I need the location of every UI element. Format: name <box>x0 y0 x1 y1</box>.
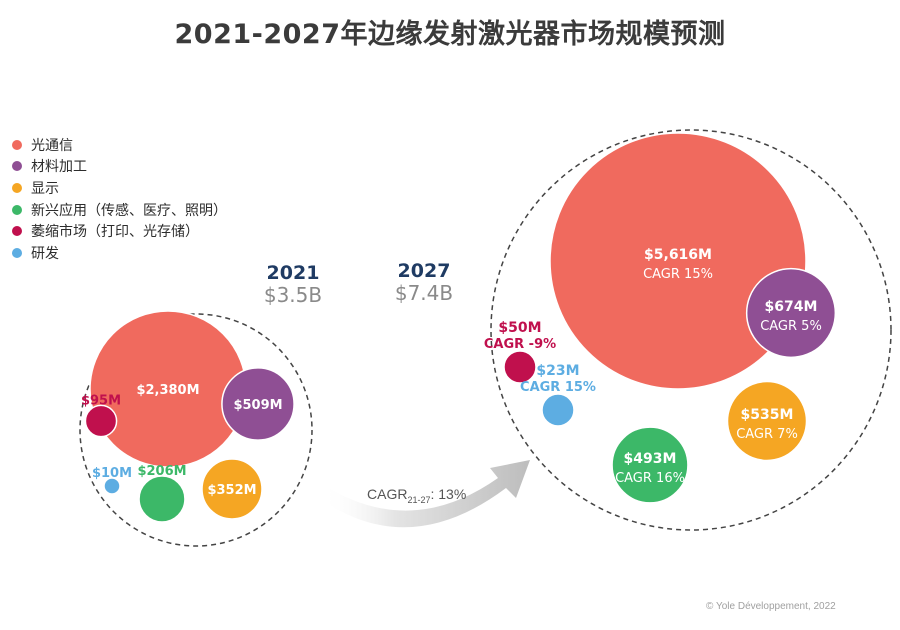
bubble-2021-4 <box>84 404 118 438</box>
bubble-value-label: $95M <box>81 393 121 408</box>
legend-item: 显示 <box>12 177 227 199</box>
legend-item: 光通信 <box>12 134 227 156</box>
group-outline-2027 <box>490 129 892 531</box>
bubble-value-label: $10M <box>92 466 132 481</box>
bubble-value-label: $5,616M <box>644 247 712 263</box>
legend-item: 新兴应用（传感、医疗、照明） <box>12 199 227 221</box>
year-2027-total: $7.4B <box>394 281 454 305</box>
chart-title: 2021-2027年边缘发射激光器市场规模预测 <box>174 19 726 50</box>
year-2021-total: $3.5B <box>263 283 323 307</box>
bubble-2027-1 <box>745 267 837 359</box>
bubble-cagr-label: CAGR -9% <box>484 337 556 352</box>
legend-item: 萎缩市场（打印、光存储） <box>12 220 227 242</box>
legend-swatch <box>12 139 22 150</box>
legend-swatch <box>12 247 22 258</box>
bubble-value-label: $2,380M <box>136 383 199 398</box>
bubble-2027-5 <box>541 393 575 427</box>
bubble-cagr-label: CAGR 15% <box>643 267 713 282</box>
legend-swatch <box>12 182 22 193</box>
legend-label: 材料加工 <box>31 159 87 176</box>
year-2021-label: 2021 <box>266 262 320 284</box>
bubble-value-label: $509M <box>233 398 282 413</box>
bubble-2027-2 <box>726 380 808 462</box>
bubble-value-label: $352M <box>207 483 256 498</box>
legend-label: 新兴应用（传感、医疗、照明） <box>31 202 227 219</box>
legend-swatch <box>12 161 22 172</box>
legend-swatch <box>12 204 22 215</box>
legend: 光通信材料加工显示新兴应用（传感、医疗、照明） 萎缩市场（打印、光存储） 研发 <box>12 134 227 264</box>
bubble-value-label: $23M <box>536 363 579 379</box>
legend-label: 显示 <box>31 180 59 197</box>
bubble-value-label: $674M <box>765 299 818 315</box>
year-2027-block: 2027 $7.4B <box>364 260 484 305</box>
bubble-2021-2 <box>201 458 263 520</box>
legend-item: 研发 <box>12 242 227 264</box>
bubble-2027-0 <box>549 132 807 390</box>
legend-swatch <box>12 226 22 237</box>
bubble-2021-3 <box>138 475 186 523</box>
bubble-cagr-label: CAGR 16% <box>615 471 685 486</box>
bubble-2021-5 <box>103 477 121 495</box>
legend-label: 萎缩市场（打印、光存储） <box>31 224 199 241</box>
bubble-cagr-label: CAGR 15% <box>520 380 596 395</box>
watermark: © Yole Développement, 2022 <box>706 601 836 612</box>
cagr-arrow-label: CAGR21-27: 13% <box>367 486 466 505</box>
bubble-value-label: $493M <box>624 451 677 467</box>
growth-arrow <box>322 460 530 528</box>
bubble-value-label: $535M <box>741 407 794 423</box>
legend-item: 材料加工 <box>12 156 227 178</box>
bubble-value-label: $206M <box>137 464 186 479</box>
group-outline-2021 <box>79 313 313 547</box>
bubble-value-label: $50M <box>498 320 541 336</box>
year-2021-block: 2021 $3.5B <box>233 262 353 307</box>
bubble-cagr-label: CAGR 7% <box>736 427 798 442</box>
legend-label: 光通信 <box>31 137 73 154</box>
bubble-2021-1 <box>221 367 295 441</box>
bubble-2027-4 <box>503 350 537 384</box>
bubble-2027-3 <box>611 426 689 504</box>
year-2027-label: 2027 <box>397 260 451 282</box>
bubble-cagr-label: CAGR 5% <box>760 319 822 334</box>
legend-label: 研发 <box>31 245 59 262</box>
